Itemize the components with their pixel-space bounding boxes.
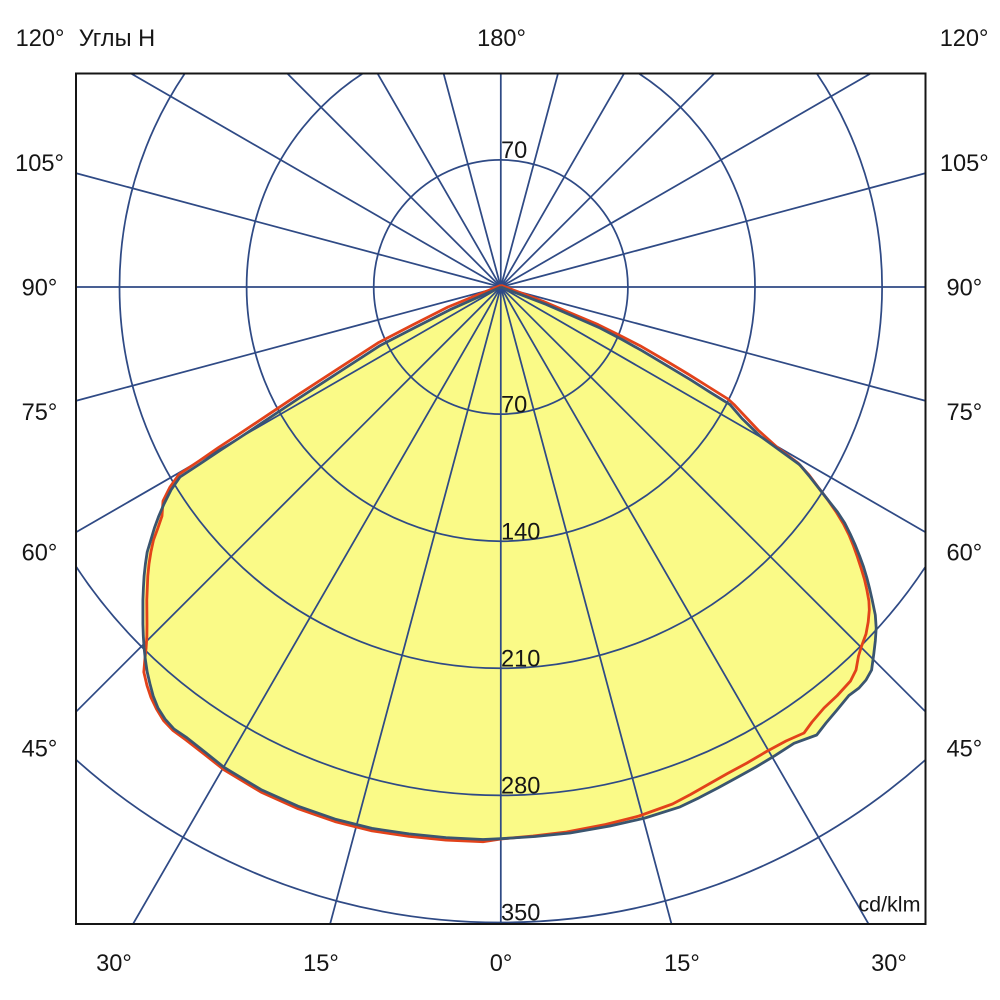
svg-text:30°: 30°	[96, 951, 132, 977]
svg-text:70: 70	[501, 392, 527, 418]
svg-text:180°: 180°	[477, 26, 526, 52]
svg-text:60°: 60°	[946, 541, 982, 567]
svg-text:Углы H: Углы H	[79, 26, 155, 52]
svg-text:60°: 60°	[22, 541, 58, 567]
svg-text:350: 350	[501, 901, 540, 927]
svg-text:105°: 105°	[940, 151, 989, 177]
svg-text:30°: 30°	[871, 951, 907, 977]
svg-text:210: 210	[501, 647, 540, 673]
svg-text:15°: 15°	[303, 951, 339, 977]
svg-text:75°: 75°	[946, 400, 982, 426]
svg-text:75°: 75°	[22, 400, 58, 426]
svg-text:280: 280	[501, 774, 540, 800]
svg-text:120°: 120°	[940, 26, 989, 52]
svg-text:90°: 90°	[22, 275, 58, 301]
svg-text:45°: 45°	[22, 737, 58, 763]
svg-text:0°: 0°	[490, 951, 513, 977]
svg-text:90°: 90°	[946, 275, 982, 301]
svg-text:120°: 120°	[16, 26, 65, 52]
svg-text:105°: 105°	[15, 151, 64, 177]
svg-text:15°: 15°	[664, 951, 700, 977]
svg-text:45°: 45°	[946, 737, 982, 763]
svg-text:cd/klm: cd/klm	[858, 893, 920, 917]
svg-text:140: 140	[501, 519, 540, 545]
svg-text:70: 70	[501, 138, 527, 164]
